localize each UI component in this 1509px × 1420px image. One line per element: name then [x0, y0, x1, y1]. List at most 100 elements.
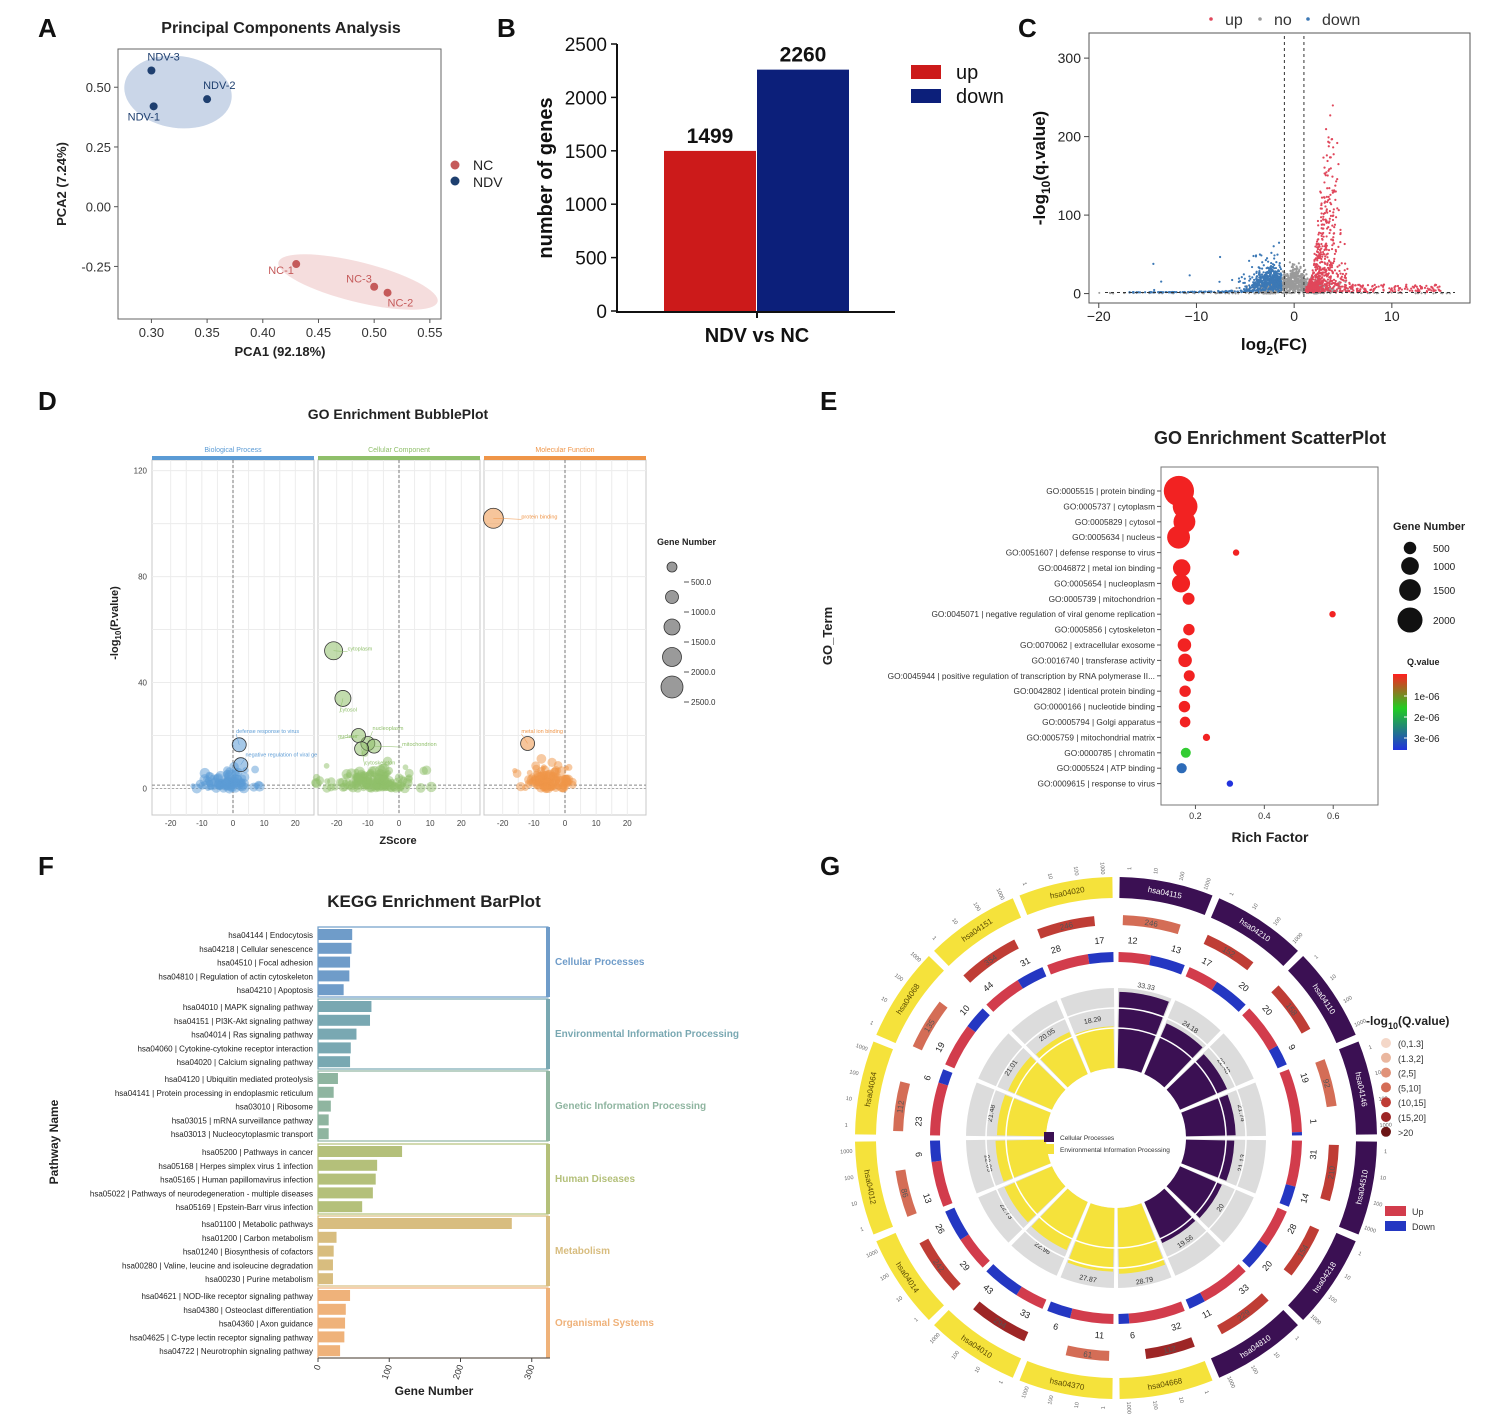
volcano-point-no	[1290, 285, 1293, 288]
volcano-point-no	[1298, 274, 1301, 277]
go-bubble-facet-title: Molecular Function	[535, 447, 594, 454]
kegg-bar	[318, 1317, 346, 1329]
volcano-point-down	[1248, 286, 1252, 289]
go-scatter-point	[1177, 638, 1192, 652]
circos-rich-label: 22.09	[982, 1154, 992, 1173]
kegg-pathway-label: hsa04380 | Osteoclast differentiation	[183, 1306, 313, 1315]
volcano-point-down	[1258, 283, 1261, 286]
go-scatter-point	[1176, 763, 1187, 774]
kegg-pathway-label: hsa04060 | Cytokine-cytokine receptor in…	[137, 1044, 313, 1053]
circos-down-segment	[945, 1207, 969, 1240]
circos-count-bar	[963, 939, 1019, 983]
go-bubble-point	[402, 764, 409, 771]
volcano-point-up	[1358, 283, 1361, 286]
volcano-point-up	[1423, 286, 1427, 289]
circos-q-legend-circle	[1381, 1126, 1391, 1137]
volcano-point-down	[1271, 274, 1274, 277]
go-scatter-size-legend-title: Gene Number	[1393, 521, 1466, 533]
kegg-bar	[318, 1303, 346, 1315]
circos-scale-label: 10	[1046, 873, 1053, 880]
volcano-point-down	[1248, 284, 1251, 287]
volcano-point-up	[1329, 114, 1332, 117]
pca-point-label: NC-2	[388, 298, 414, 310]
volcano-point-up	[1330, 264, 1334, 267]
volcano-xlabel-main: log	[1241, 335, 1267, 354]
volcano-point-down	[1259, 285, 1262, 288]
kegg-pathway-label: hsa01240 | Biosynthesis of cofactors	[183, 1248, 313, 1257]
go-bubble-point	[204, 778, 211, 785]
go-bubble-x-tick-label: -10	[196, 819, 208, 828]
volcano-point-down	[1198, 290, 1201, 293]
kegg-x-tick-label: 0	[312, 1363, 323, 1371]
volcano-point-up	[1325, 208, 1328, 211]
volcano-point-up	[1327, 136, 1330, 139]
volcano-point-down	[1277, 281, 1280, 284]
volcano-point-down	[1280, 273, 1283, 277]
volcano-point-up	[1339, 272, 1342, 275]
pca-panel: Principal Components Analysis 0.30 0.35 0.…	[54, 20, 503, 359]
volcano-point-up	[1318, 271, 1321, 274]
kegg-pathway-label: hsa04014 | Ras signaling pathway	[191, 1031, 313, 1040]
circos-scale-label: 1	[1101, 1406, 1107, 1409]
go-bubble-legend-label: 2000.0	[691, 668, 716, 677]
volcano-legend: up no down	[1209, 12, 1360, 29]
volcano-point-no	[1300, 280, 1303, 283]
go-bubble-point	[525, 779, 534, 789]
circos-legend-title-tail: (Q.value)	[1398, 1014, 1449, 1028]
kegg-x-tick-label: 100	[380, 1363, 395, 1381]
volcano-point-up	[1371, 285, 1374, 288]
circos-rich-bar	[1117, 1203, 1166, 1274]
go-bubble-facet-title: Biological Process	[204, 447, 262, 454]
circos-rich-bar	[1067, 1203, 1115, 1272]
go-bubble-term-label: cytosol	[340, 708, 357, 714]
circos-scale-label: 1	[860, 1227, 865, 1234]
pca-x-tick-label: 0.50	[362, 325, 387, 340]
circos-up-segment	[930, 1082, 949, 1136]
volcano-point-up	[1356, 289, 1359, 292]
volcano-point-no	[1298, 283, 1301, 286]
volcano-point-down	[1187, 290, 1190, 294]
go-bubble-legend-circle	[665, 590, 679, 604]
kegg-bar-ylabel: Pathway Name	[47, 1099, 61, 1184]
volcano-point-up	[1317, 238, 1320, 241]
volcano-point-up	[1331, 191, 1334, 194]
volcano-point-up	[1331, 238, 1334, 242]
volcano-point-up	[1326, 262, 1329, 265]
circos-scale-label: 1	[869, 1020, 874, 1027]
volcano-point-no	[1299, 266, 1302, 269]
volcano-point-down	[1279, 266, 1282, 269]
volcano-x-tick-label: 10	[1384, 308, 1400, 324]
volcano-point-up	[1313, 252, 1316, 255]
go-bubble-label-leader	[521, 733, 528, 744]
kegg-pathway-label: hsa04210 | Apoptosis	[237, 986, 313, 995]
volcano-point-no	[1296, 285, 1299, 288]
volcano-point-no	[1098, 291, 1101, 294]
go-bubble-point	[360, 771, 368, 779]
circos-count-label: 61	[1083, 1350, 1094, 1360]
deg-count-axes: 0 500 1000 1500 2000 2500	[565, 35, 895, 323]
volcano-point-down	[1251, 286, 1254, 289]
kegg-pathway-label: hsa04010 | MAPK signaling pathway	[183, 1003, 313, 1012]
volcano-point-up	[1349, 287, 1353, 290]
volcano-point-up	[1329, 266, 1332, 269]
circos-rich-bar	[1144, 1023, 1203, 1088]
circos-sector-band	[1119, 1360, 1213, 1399]
circos-count-bar	[1283, 1225, 1320, 1276]
volcano-point-up	[1364, 289, 1367, 293]
kegg-bar	[318, 1001, 372, 1012]
volcano-point-down	[1243, 277, 1246, 280]
volcano-point-down	[1265, 267, 1268, 270]
volcano-point-up	[1310, 286, 1313, 289]
volcano-point-up	[1332, 211, 1335, 214]
kegg-bar	[318, 1201, 363, 1213]
volcano-point-no	[1286, 279, 1290, 282]
volcano-point-down	[1270, 287, 1273, 290]
volcano-point-down	[1269, 280, 1272, 283]
volcano-point-up	[1326, 159, 1329, 163]
volcano-point-up	[1323, 181, 1326, 184]
go-bubble-legend-label: 2500.0	[691, 698, 716, 707]
circos-center	[1047, 1069, 1185, 1207]
volcano-point-up	[1307, 284, 1310, 287]
circos-up-segment	[1069, 1308, 1114, 1324]
volcano-point-up	[1338, 264, 1341, 267]
